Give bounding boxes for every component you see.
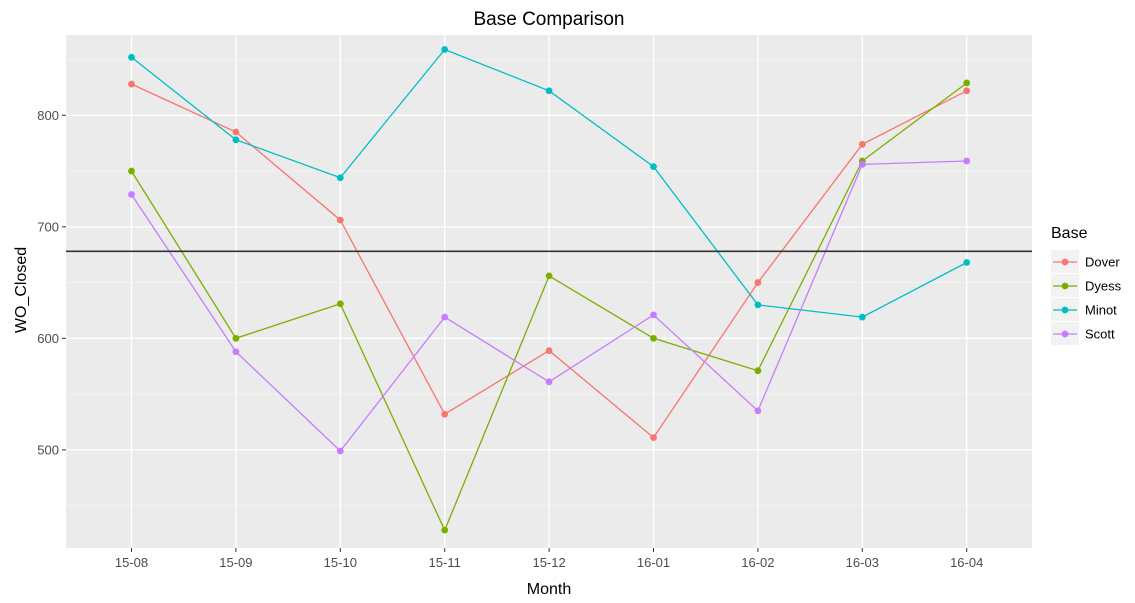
legend-label: Dover (1085, 255, 1120, 270)
legend-item-scott: Scott (1051, 322, 1115, 345)
data-point-minot (128, 53, 135, 61)
x-tick-label: 15-10 (324, 555, 357, 570)
data-point-minot (650, 163, 657, 170)
data-point-dover (232, 128, 240, 136)
data-point-scott (336, 447, 344, 455)
data-point-dover (963, 87, 971, 95)
data-point-scott (232, 348, 240, 356)
data-point-scott (858, 160, 866, 168)
data-point-minot (441, 46, 449, 53)
data-point-dyess (650, 334, 657, 342)
plot-area: 500 600 700 800 15-08 15-09 15-10 15-11 15-12 16-… (37, 35, 1032, 570)
data-point-dyess (963, 79, 971, 87)
x-tick-label: 16-04 (950, 555, 983, 570)
legend-key-point (1061, 306, 1069, 314)
data-point-minot (858, 313, 866, 321)
data-point-minot (963, 259, 971, 266)
data-point-scott (441, 313, 449, 321)
data-point-dover (650, 434, 657, 441)
legend-item-minot: Minot (1051, 298, 1117, 321)
data-point-minot (232, 136, 240, 144)
y-tick-label: 500 (37, 442, 59, 457)
y-tick-label: 800 (37, 108, 59, 123)
data-point-dover (441, 410, 449, 418)
legend-label: Scott (1085, 327, 1115, 342)
legend-key-point (1061, 282, 1069, 290)
data-point-dyess (545, 272, 553, 280)
data-point-dover (754, 279, 762, 286)
data-point-dover (858, 140, 866, 148)
legend-title: Base (1051, 225, 1088, 242)
x-axis-title: Month (527, 581, 571, 598)
data-point-dyess (441, 526, 449, 534)
chart-title: Base Comparison (473, 9, 624, 30)
legend-key-point (1061, 258, 1069, 266)
x-tick-label: 16-02 (741, 555, 774, 570)
data-point-scott (650, 311, 657, 319)
data-point-scott (128, 191, 135, 198)
x-tick-label: 16-03 (846, 555, 879, 570)
data-point-dyess (754, 367, 762, 375)
data-point-minot (336, 174, 344, 182)
data-point-scott (963, 157, 971, 165)
x-tick-label: 15-12 (532, 555, 565, 570)
data-point-scott (545, 378, 553, 386)
legend-key-point (1061, 330, 1069, 338)
legend: Dover Dyess Minot Scott (1051, 250, 1122, 345)
data-point-dyess (128, 167, 135, 175)
x-tick-label: 16-01 (637, 555, 670, 570)
data-point-dover (336, 216, 344, 224)
data-point-scott (754, 407, 762, 415)
x-tick-label: 15-11 (429, 555, 461, 570)
x-tick-label: 15-08 (115, 555, 148, 570)
y-tick-label: 700 (37, 219, 59, 234)
data-point-dyess (232, 334, 240, 342)
data-point-minot (545, 87, 553, 95)
data-point-dyess (336, 300, 344, 308)
legend-label: Minot (1085, 303, 1117, 318)
legend-label: Dyess (1085, 279, 1122, 294)
data-point-dover (545, 347, 553, 355)
y-tick-label: 600 (37, 331, 59, 346)
x-tick-label: 15-09 (219, 555, 252, 570)
legend-item-dyess: Dyess (1051, 274, 1122, 297)
y-axis-title: WO_Closed (13, 247, 30, 333)
data-point-minot (754, 301, 762, 309)
legend-item-dover: Dover (1051, 250, 1120, 273)
data-point-dover (128, 80, 135, 88)
